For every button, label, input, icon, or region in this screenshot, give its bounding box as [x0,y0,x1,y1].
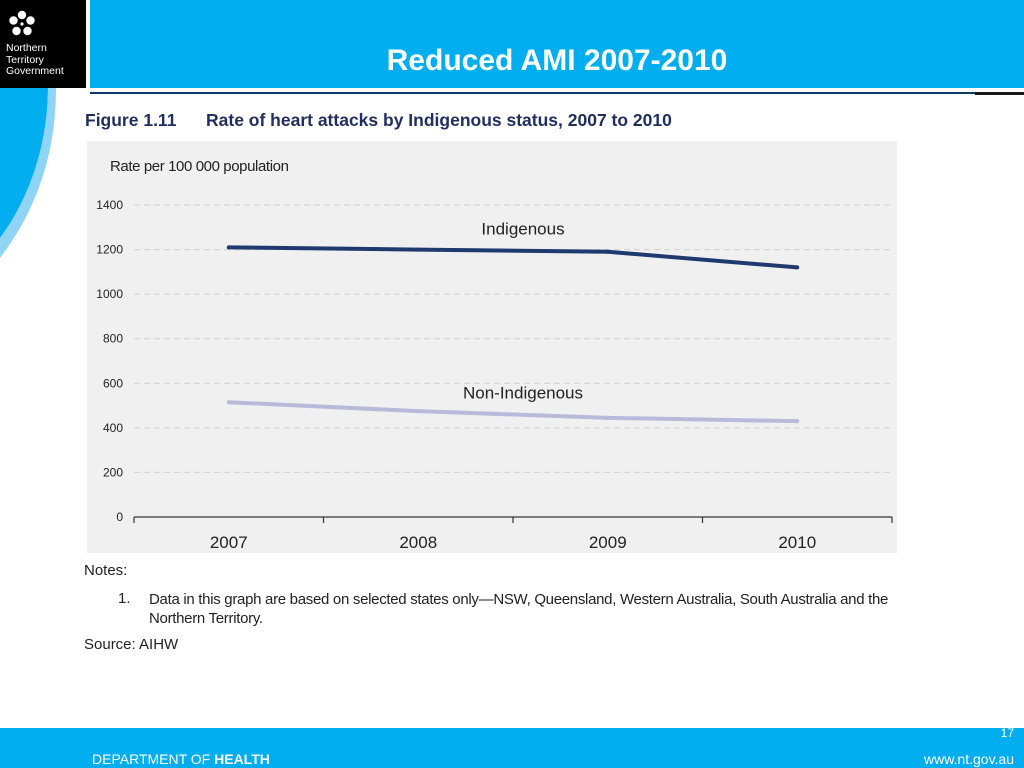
logo-line-1: Northern [6,42,47,54]
data-point [226,400,231,405]
department-prefix: DEPARTMENT OF [92,751,215,767]
x-tick-label: 2007 [210,533,248,552]
nt-government-logo: Northern Territory Government [0,0,86,88]
figure-caption: Rate of heart attacks by Indigenous stat… [206,110,672,130]
y-axis-label: Rate per 100 000 population [110,158,289,175]
note-number: 1. [118,590,131,607]
notes-heading: Notes: [84,562,128,579]
header-divider-accent [975,92,1024,95]
y-tick-label: 200 [103,465,123,479]
series-label: Non-Indigenous [463,383,583,402]
chart-panel: Rate per 100 000 population 0 200 400 600 80… [87,141,897,553]
data-point [795,419,800,424]
header-divider [90,92,1024,94]
logo-line-2: Territory [6,53,44,66]
y-tick-label: 1400 [96,198,123,212]
logo-line-3: Government [6,65,64,77]
footer-bar [0,728,1024,768]
y-tick-label: 1200 [96,243,123,257]
page-number: 17 [1000,726,1014,740]
figure-label: Figure 1.11 [85,110,177,130]
y-tick-label: 0 [116,510,123,524]
x-tick-label: 2008 [399,533,437,552]
header-bar [90,0,1024,88]
y-tick-label: 600 [103,376,123,390]
y-tick-label: 800 [103,332,123,346]
y-tick-label: 1000 [96,287,123,301]
data-point [605,415,610,420]
series-line-indigenous [228,245,798,270]
data-point [416,409,421,414]
data-point [226,245,231,250]
website-link[interactable]: www.nt.gov.au [923,751,1014,767]
data-point [416,247,421,252]
x-tick-label: 2010 [778,533,816,552]
source-text: Source: AIHW [84,636,179,653]
department-bold: HEALTH [214,751,270,767]
series-label: Indigenous [481,220,564,239]
decorative-swoosh [0,88,56,258]
line-chart: 0 200 400 600 800 1000 1200 1400 2007 2008 2009 201… [96,198,893,552]
series-line-non-indigenous [228,400,798,424]
x-tick-label: 2009 [589,533,627,552]
note-text: Data in this graph are based on selected… [149,591,889,627]
desert-rose-icon [9,10,35,36]
data-point [795,265,800,270]
slide-title: Reduced AMI 2007-2010 [386,44,728,77]
y-tick-label: 400 [103,421,123,435]
data-point [605,249,610,254]
logo-text: Northern Territory Government [6,42,84,78]
department-name: DEPARTMENT OF HEALTH [92,751,270,767]
